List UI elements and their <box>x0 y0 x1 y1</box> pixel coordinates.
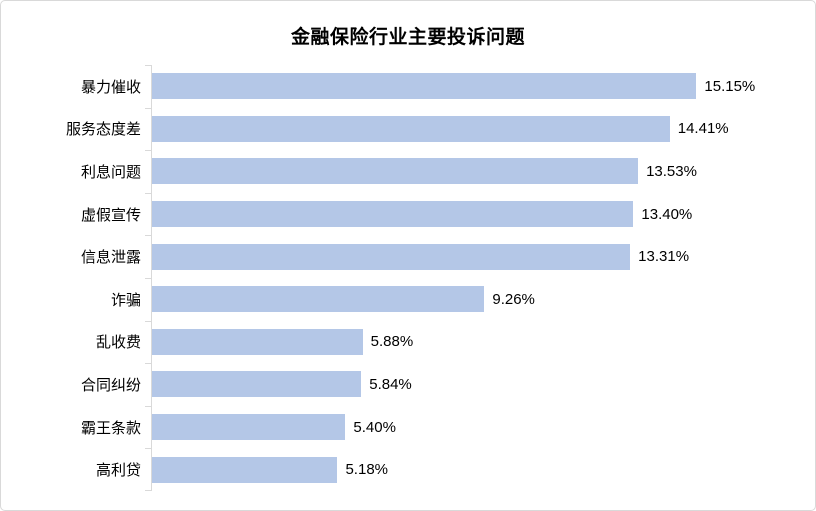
bar-row: 诈骗 9.26% <box>1 278 815 321</box>
bar-track: 5.84% <box>151 363 727 406</box>
value-label: 14.41% <box>677 120 729 138</box>
axis-tick <box>145 235 152 237</box>
bar-track: 5.18% <box>151 448 727 491</box>
bar-row: 高利贷 5.18% <box>1 448 815 491</box>
chart-title: 金融保险行业主要投诉问题 <box>290 27 525 48</box>
axis-tick <box>145 65 152 66</box>
axis-tick <box>145 363 152 365</box>
bar <box>151 243 631 270</box>
bar-track: 13.31% <box>151 235 727 278</box>
bar <box>151 201 634 228</box>
bar <box>151 73 697 100</box>
bar-track: 13.53% <box>151 150 727 193</box>
bar-track: 14.41% <box>151 108 729 151</box>
value-label: 13.31% <box>638 248 690 266</box>
bar <box>151 158 639 185</box>
axis-tick <box>145 405 152 407</box>
category-label: 服务态度差 <box>65 121 141 139</box>
category-label: 虚假宣传 <box>80 206 141 224</box>
bar-track: 15.15% <box>151 65 755 108</box>
bar-row: 信息泄露 13.31% <box>1 235 815 278</box>
category-label: 暴力催收 <box>80 78 141 96</box>
category-label: 霸王条款 <box>80 419 141 437</box>
value-label: 5.18% <box>345 461 389 479</box>
category-label: 信息泄露 <box>80 249 141 267</box>
category-label: 诈骗 <box>110 291 141 309</box>
plot-area: 暴力催收 15.15% 服务态度差 14.41% 利息问题 13.53% 虚假宣传 13.40… <box>1 65 815 491</box>
axis-tick <box>145 278 152 279</box>
value-label: 13.53% <box>646 162 697 180</box>
bar <box>151 286 485 313</box>
axis-tick <box>145 107 152 109</box>
bar-row: 利息问题 13.53% <box>1 150 815 193</box>
bar <box>151 328 363 355</box>
category-label: 合同纠纷 <box>80 376 141 394</box>
value-label: 5.88% <box>370 333 414 351</box>
bar <box>151 115 670 142</box>
axis-tick <box>145 448 152 450</box>
value-label: 9.26% <box>492 290 535 308</box>
bar-row: 乱收费 5.88% <box>1 321 815 364</box>
bar-track: 5.88% <box>151 321 727 364</box>
bar-row: 暴力催收 15.15% <box>1 65 815 108</box>
bar-row: 虚假宣传 13.40% <box>1 193 815 236</box>
value-label: 13.40% <box>641 205 693 223</box>
value-label: 5.40% <box>353 418 396 436</box>
value-label: 15.15% <box>704 77 756 95</box>
bar-row: 服务态度差 14.41% <box>1 108 815 151</box>
bar <box>151 371 362 398</box>
bar <box>151 456 338 483</box>
category-label: 利息问题 <box>80 163 141 181</box>
bar <box>151 414 346 441</box>
bar-track: 5.40% <box>151 406 727 449</box>
category-label: 高利贷 <box>95 462 141 480</box>
bar-row: 霸王条款 5.40% <box>1 406 815 449</box>
bar-track: 9.26% <box>151 278 727 321</box>
value-label: 5.84% <box>369 375 412 393</box>
axis-tick <box>145 490 152 491</box>
category-label: 乱收费 <box>95 334 141 352</box>
axis-tick <box>145 192 152 194</box>
axis-tick <box>145 150 152 152</box>
bar-track: 13.40% <box>151 193 727 236</box>
bar-row: 合同纠纷 5.84% <box>1 363 815 406</box>
axis-tick <box>145 320 152 322</box>
